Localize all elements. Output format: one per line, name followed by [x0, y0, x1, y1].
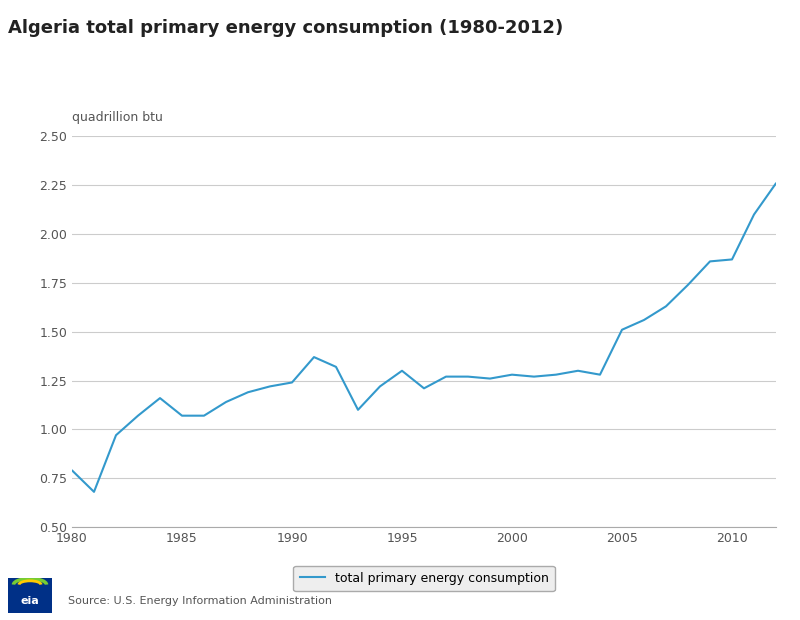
Text: Algeria total primary energy consumption (1980-2012): Algeria total primary energy consumption…	[8, 19, 563, 37]
FancyBboxPatch shape	[6, 577, 54, 614]
Legend: total primary energy consumption: total primary energy consumption	[294, 565, 554, 591]
Text: Source: U.S. Energy Information Administration: Source: U.S. Energy Information Administ…	[68, 596, 332, 606]
Text: eia: eia	[21, 596, 39, 606]
Text: quadrillion btu: quadrillion btu	[72, 111, 163, 124]
